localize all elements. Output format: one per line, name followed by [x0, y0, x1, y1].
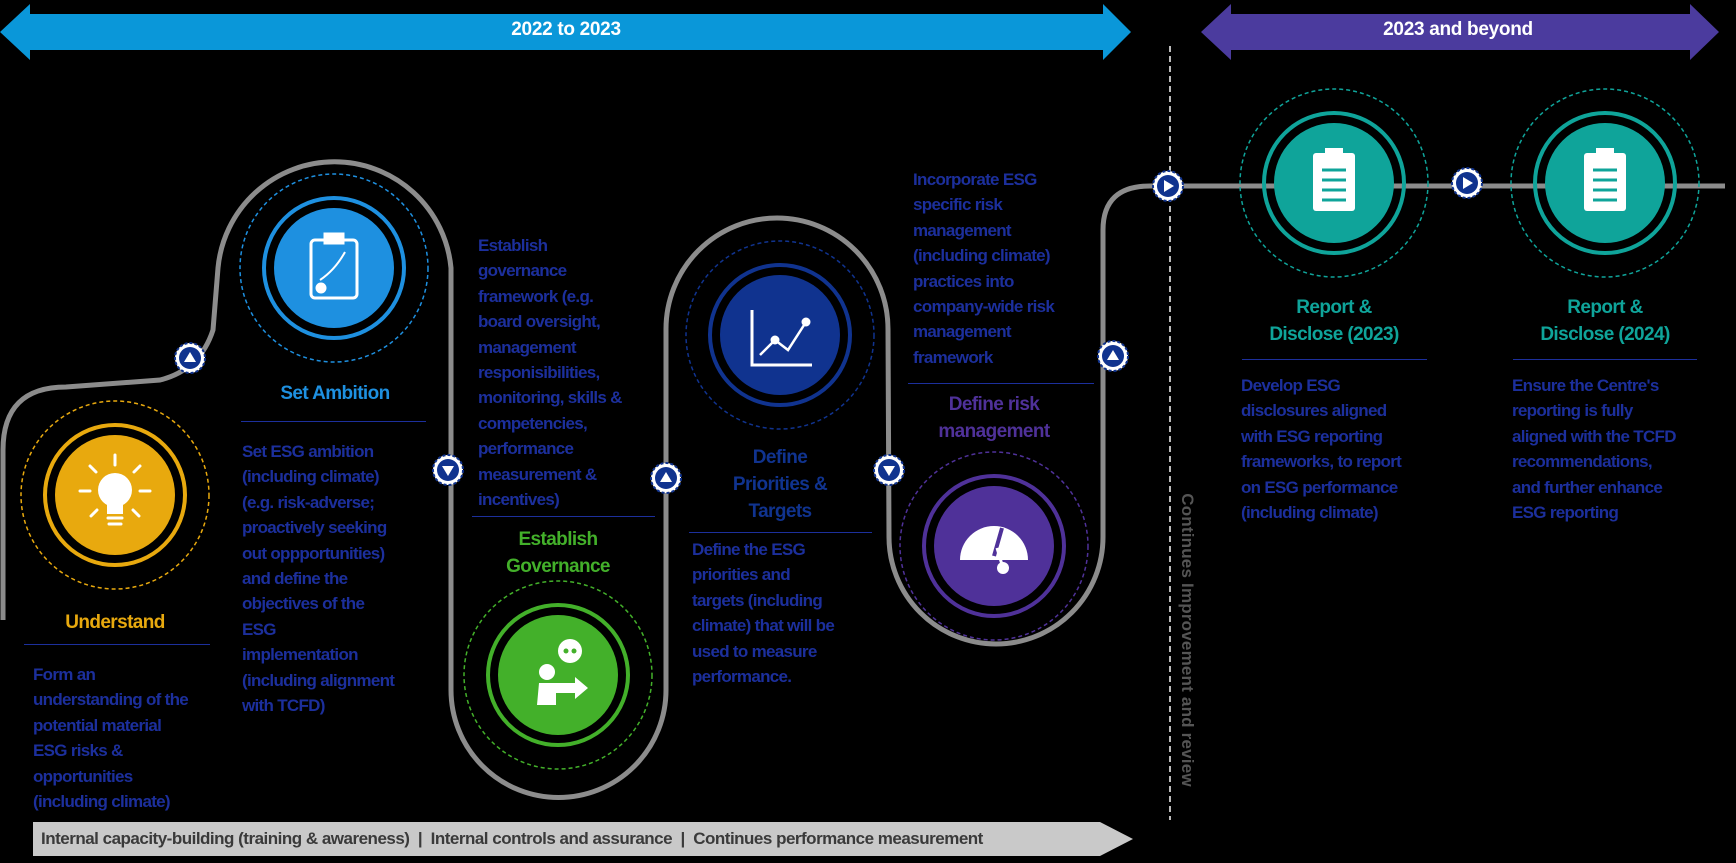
- step-desc-define-risk: Incorporate ESG specific risk management…: [913, 170, 1055, 367]
- phase1-arrow: [0, 4, 1131, 60]
- step-desc-define-priorities: Define the ESG priorities and targets (i…: [692, 540, 835, 687]
- step-desc-report-2023: Develop ESG disclosures aligned with ESG…: [1241, 376, 1402, 523]
- define-priorities-circle: [685, 240, 875, 430]
- phase1-label: 2022 to 2023: [511, 19, 621, 40]
- divider: [1513, 359, 1697, 360]
- phase2-arrow: [1201, 4, 1719, 60]
- step-title-understand: Understand: [65, 612, 165, 633]
- set-ambition-circle: [239, 173, 429, 363]
- step-desc-set-ambition: Set ESG ambition (including climate) (e.…: [242, 442, 395, 716]
- report-2023-circle: [1239, 88, 1429, 278]
- step-desc-establish-governance: Establish governance framework (e.g. boa…: [478, 236, 622, 510]
- presenter-icon: [537, 639, 588, 705]
- node-right-icon: [1152, 170, 1184, 202]
- phase2-label: 2023 and beyond: [1383, 19, 1533, 40]
- divider: [24, 644, 210, 645]
- chart-icon: [750, 310, 812, 367]
- step-title-report-2023: Report & Disclose (2023): [1269, 297, 1399, 345]
- divider: [472, 516, 655, 517]
- define-risk-circle: [899, 451, 1089, 641]
- step-desc-report-2024: Ensure the Centre's reporting is fully a…: [1512, 376, 1676, 523]
- lightbulb-icon: [78, 453, 152, 526]
- gauge-icon: [960, 526, 1028, 574]
- understand-circle: [20, 400, 210, 590]
- step-title-define-risk: Define risk management: [938, 394, 1050, 442]
- step-title-define-priorities: Define Priorities & Targets: [732, 447, 828, 522]
- report-2024-circle: [1510, 88, 1700, 278]
- divider: [1242, 359, 1427, 360]
- clipboard-icon: [1584, 148, 1626, 211]
- divider: [908, 383, 1094, 384]
- continuous-improvement-label: Continues Improvement and review: [1178, 493, 1197, 787]
- divider: [689, 532, 872, 533]
- node-up-icon: [1097, 340, 1129, 372]
- node-up-icon: [174, 342, 206, 374]
- step-desc-understand: Form an understanding of the potential m…: [33, 665, 189, 812]
- node-up-icon: [650, 462, 682, 494]
- node-right-icon: [1451, 167, 1483, 199]
- clipboard-icon: [1313, 148, 1355, 211]
- foundation-bar-label: Internal capacity-building (training & a…: [41, 829, 983, 848]
- step-title-set-ambition: Set Ambition: [280, 383, 390, 404]
- foundation-bar: Internal capacity-building (training & a…: [33, 822, 1133, 856]
- step-title-establish-governance: Establish Governance: [506, 529, 610, 577]
- node-down-icon: [432, 454, 464, 486]
- roadmap-path: [0, 159, 1725, 800]
- node-down-icon: [873, 454, 905, 486]
- establish-governance-circle: [463, 580, 653, 770]
- clipboard-strategy-icon: [309, 232, 359, 300]
- step-title-report-2024: Report & Disclose (2024): [1540, 297, 1670, 345]
- divider: [241, 421, 426, 422]
